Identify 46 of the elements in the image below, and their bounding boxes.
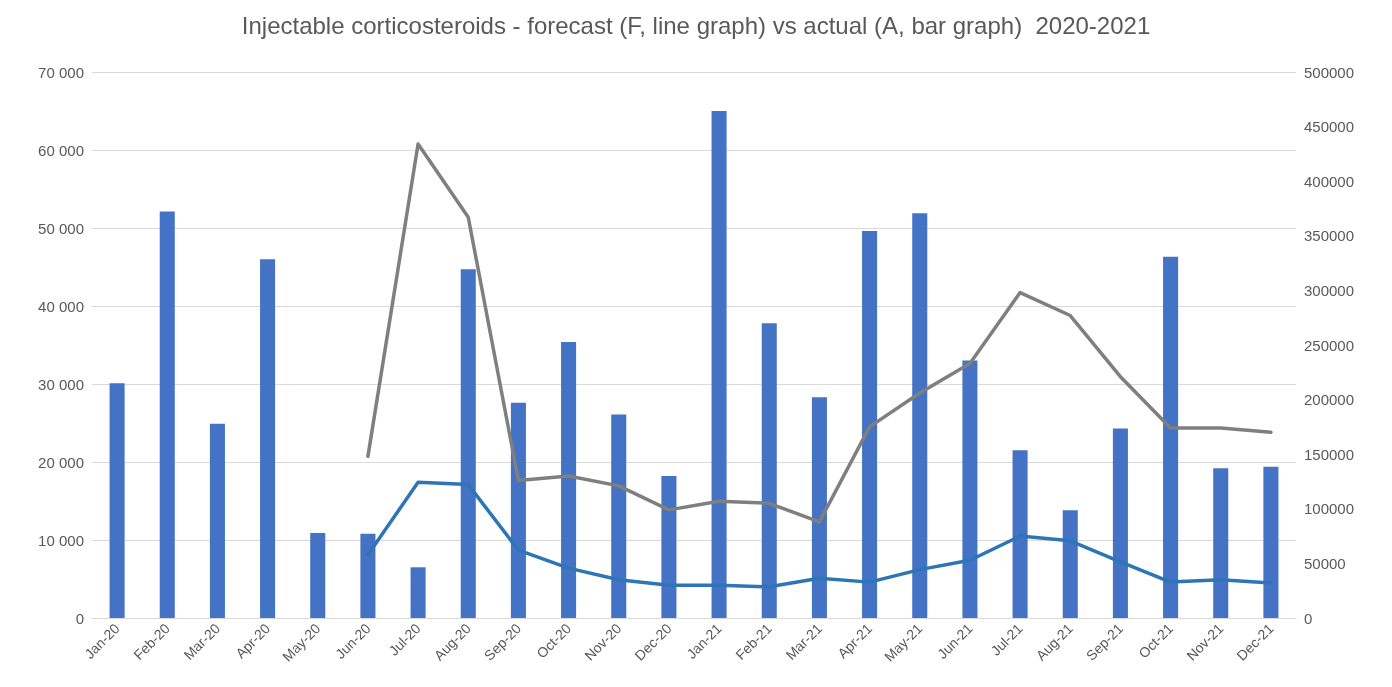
line-series: [366, 142, 1273, 524]
y2-tick-label: 400000: [1304, 172, 1355, 190]
bar: [862, 231, 878, 618]
bar: [510, 402, 526, 618]
bar: [1213, 468, 1229, 618]
bar: [460, 269, 476, 618]
bar: [159, 211, 175, 618]
bar: [310, 532, 326, 618]
y-tick-label: 30 000: [38, 375, 84, 393]
y2-tick-label: 150000: [1304, 445, 1355, 463]
line-series: [366, 480, 1273, 589]
bar: [611, 414, 627, 618]
y2-tick-label: 0: [1304, 609, 1313, 627]
y2-tick-label: 100000: [1304, 500, 1355, 518]
y-tick-label: 20 000: [38, 453, 84, 471]
bar: [209, 423, 225, 618]
y-tick-label: 40 000: [38, 297, 84, 315]
bar: [561, 341, 577, 618]
bar: [1062, 510, 1078, 618]
chart-title: Injectable corticosteroids - forecast (F, line graph) vs actual (A, bar graph) 2020-2021: [241, 11, 1151, 39]
bar: [1263, 466, 1279, 618]
y2-tick-label: 500000: [1304, 63, 1355, 81]
y2-tick-label: 450000: [1304, 118, 1355, 136]
y2-tick-label: 350000: [1304, 227, 1355, 245]
y-tick-label: 10 000: [38, 531, 84, 549]
y-tick-label: 60 000: [38, 141, 84, 159]
bar: [1112, 428, 1128, 618]
bar: [1163, 256, 1179, 618]
bar: [661, 476, 677, 618]
y-tick-label: 70 000: [38, 63, 84, 81]
y2-tick-label: 50000: [1304, 554, 1346, 572]
y2-tick-label: 250000: [1304, 336, 1355, 354]
y-tick-label: 0: [75, 609, 84, 627]
bar: [711, 111, 727, 618]
bar: [761, 323, 777, 618]
y2-tick-label: 300000: [1304, 281, 1355, 299]
bar: [109, 383, 125, 618]
bar: [360, 533, 376, 618]
bar: [260, 259, 276, 618]
bar: [912, 213, 928, 618]
bar: [811, 397, 827, 618]
bar: [1012, 450, 1028, 618]
bar: [962, 360, 978, 618]
bar: [410, 567, 426, 618]
y-tick-label: 50 000: [38, 219, 84, 237]
y2-tick-label: 200000: [1304, 391, 1355, 409]
